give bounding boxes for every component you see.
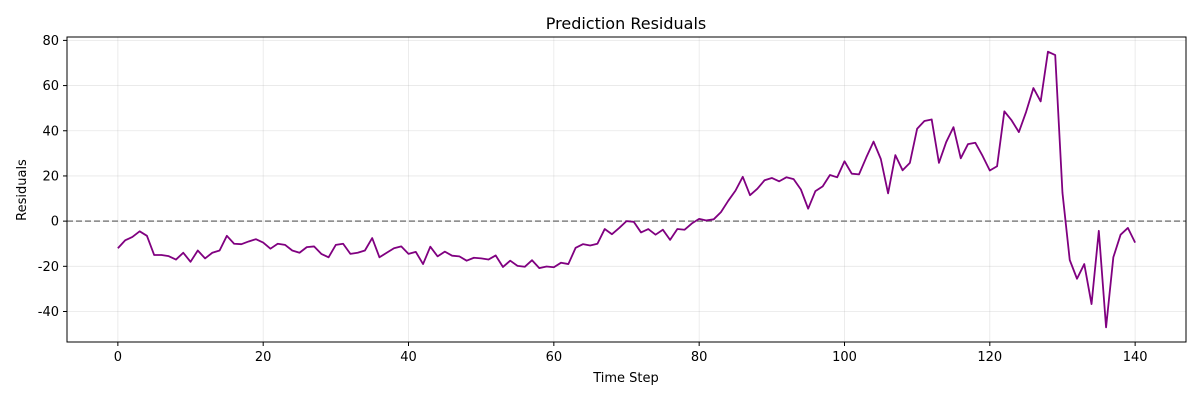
x-axis-ticks: 0 20 40 60 80 100 120 140 [114, 342, 1148, 365]
y-tick-label: 60 [42, 79, 59, 94]
y-tick-label: 0 [51, 215, 59, 230]
x-tick-label: 80 [691, 350, 708, 365]
chart-title: Prediction Residuals [546, 14, 706, 33]
x-tick-label: 100 [832, 350, 857, 365]
y-axis-title: Residuals [15, 159, 30, 221]
plot-area-frame [66, 36, 1187, 343]
y-tick-label: 80 [42, 34, 59, 49]
x-tick-label: 20 [255, 350, 272, 365]
y-tick-label: 40 [42, 124, 59, 139]
x-tick-label: 120 [977, 350, 1002, 365]
x-tick-label: 60 [546, 350, 563, 365]
grid-lines [67, 37, 1186, 342]
y-tick-label: 20 [42, 169, 59, 184]
x-tick-label: 0 [114, 350, 122, 365]
x-tick-label: 140 [1123, 350, 1148, 365]
residuals-series-line [117, 50, 1136, 329]
y-tick-label: -40 [38, 305, 59, 320]
y-axis-ticks: -40 -20 0 20 40 60 80 [38, 34, 67, 320]
y-tick-label: -20 [38, 260, 59, 275]
x-tick-label: 40 [400, 350, 417, 365]
x-axis-title: Time Step [592, 371, 659, 386]
